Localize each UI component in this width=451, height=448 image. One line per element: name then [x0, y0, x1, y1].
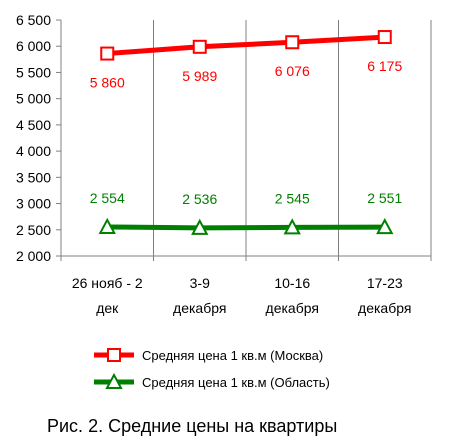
x-tick-label-line: 3-9 [190, 275, 210, 291]
data-point-marker [192, 39, 207, 54]
data-point-marker [285, 35, 300, 50]
data-point-marker [377, 30, 392, 45]
y-tick-label: 3 500 [16, 169, 51, 185]
x-tick-label-line: 10-16 [274, 275, 310, 291]
data-point-marker [105, 372, 123, 389]
legend: Средняя цена 1 кв.м (Москва) Средняя цена… [94, 348, 330, 390]
x-tick-label-line: декабря [173, 300, 226, 316]
legend-label: Средняя цена 1 кв.м (Область) [142, 375, 330, 390]
data-point-marker [191, 218, 209, 235]
y-tick-label: 2 000 [16, 248, 51, 264]
series-1: 5 860 5 989 6 076 6 175 [90, 30, 402, 91]
y-tick-label: 6 000 [16, 38, 51, 54]
y-tick-label: 4 500 [16, 117, 51, 133]
y-tick-label: 4 000 [16, 143, 51, 159]
x-tick-label: 10-16 декабря [266, 275, 319, 316]
data-label: 6 175 [367, 58, 402, 74]
series-line [107, 34, 385, 57]
x-tick-label-line: декабря [266, 300, 319, 316]
y-tick-label: 2 500 [16, 222, 51, 238]
series: 5 860 5 989 6 076 6 175 2 554 2 536 2 545 2 551 [90, 30, 402, 235]
data-label: 2 551 [367, 190, 402, 206]
x-tick-label-line: декабря [358, 300, 411, 316]
y-axis-tick-labels: 2 000 2 500 3 000 3 500 4 000 4 500 5 000 5 500… [16, 12, 51, 264]
x-tick-label-line: 17-23 [367, 275, 403, 291]
legend-item-1: Средняя цена 1 кв.м (Москва) [94, 348, 323, 363]
x-tick-label: 3-9 декабря [173, 275, 226, 316]
x-tick-label: 17-23 декабря [358, 275, 411, 316]
figure-caption: Рис. 2. Средние цены на квартиры [47, 416, 337, 436]
series-line [107, 224, 385, 231]
y-tick-label: 5 500 [16, 64, 51, 80]
x-tick-label-line: 26 нояб - 2 [72, 275, 143, 291]
data-label: 6 076 [275, 63, 310, 79]
y-tick-label: 6 500 [16, 12, 51, 28]
axes [56, 19, 432, 261]
series-2: 2 554 2 536 2 545 2 551 [90, 190, 402, 235]
x-tick-label: 26 нояб - 2 дек [72, 275, 143, 316]
data-point-marker [107, 348, 121, 362]
data-point-marker [376, 217, 394, 235]
legend-item-2: Средняя цена 1 кв.м (Область) [94, 372, 330, 390]
data-label: 5 989 [182, 68, 217, 84]
data-point-marker [283, 218, 301, 235]
y-tick-label: 5 000 [16, 91, 51, 107]
y-tick-label: 3 000 [16, 196, 51, 212]
data-point-marker [98, 217, 116, 234]
x-tick-label-line: дек [96, 300, 119, 316]
grid [153, 20, 432, 256]
data-label: 2 545 [275, 190, 310, 206]
data-label: 2 554 [90, 190, 125, 206]
data-label: 5 860 [90, 75, 125, 91]
data-point-marker [100, 46, 115, 61]
legend-label: Средняя цена 1 кв.м (Москва) [142, 348, 323, 363]
data-label: 2 536 [182, 191, 217, 207]
